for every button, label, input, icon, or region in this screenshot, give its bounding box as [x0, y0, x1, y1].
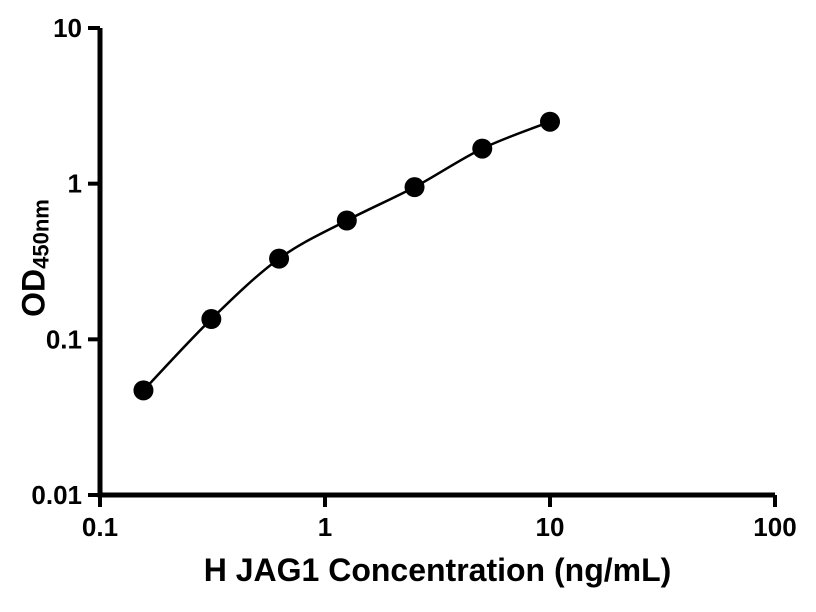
- y-axis-title: OD450nm: [15, 199, 54, 317]
- data-point: [472, 138, 493, 159]
- curve-path: [142, 120, 551, 392]
- axis-lines: [97, 28, 775, 498]
- x-tick-label: 0.1: [82, 512, 118, 542]
- y-axis-title-sub: 450nm: [28, 199, 54, 269]
- x-tick-label: 10: [536, 512, 565, 542]
- y-tick-label: 0.01: [31, 480, 82, 510]
- x-tick-label: 100: [753, 512, 796, 542]
- y-tick-label: 10: [53, 13, 82, 43]
- data-point: [336, 210, 357, 231]
- data-point: [269, 248, 290, 269]
- y-tick-label: 1: [68, 169, 82, 199]
- x-axis-title: H JAG1 Concentration (ng/mL): [203, 552, 672, 588]
- data-point: [133, 380, 154, 401]
- y-tick-label: 0.1: [46, 324, 82, 354]
- y-axis-title-main: OD: [15, 268, 52, 317]
- x-tick-label: 1: [318, 512, 332, 542]
- data-point: [540, 111, 560, 132]
- data-point: [404, 177, 425, 198]
- data-point: [201, 309, 222, 330]
